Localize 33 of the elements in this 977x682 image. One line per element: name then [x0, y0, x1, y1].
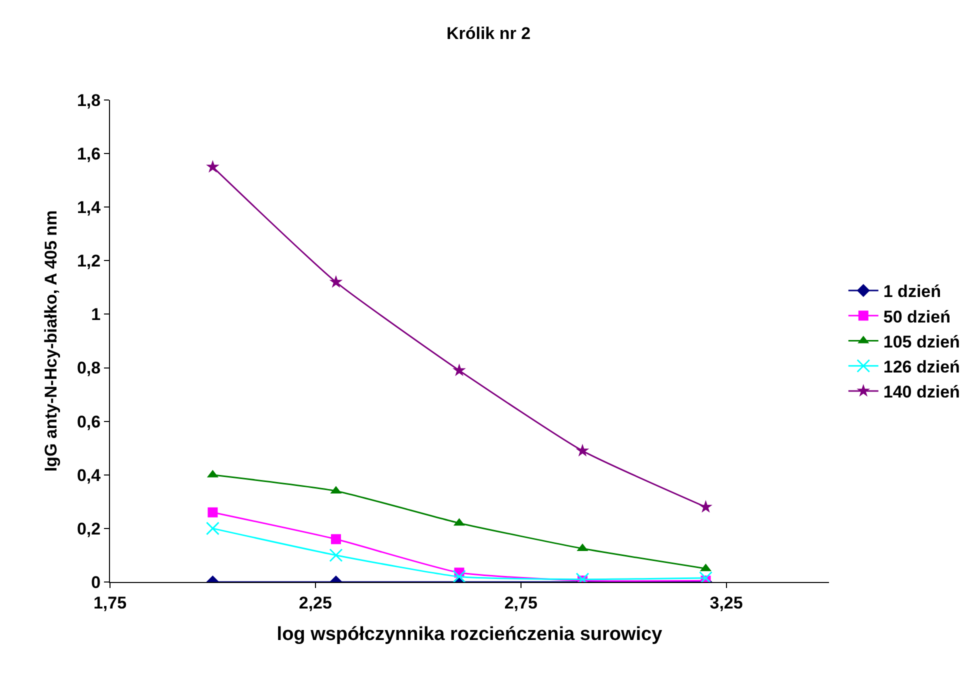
point: [452, 363, 466, 376]
legend-label: 105 dzień: [883, 332, 960, 352]
legend-label: 140 dzień: [883, 382, 960, 402]
point: [699, 500, 712, 513]
point: [206, 522, 220, 536]
point: [698, 571, 712, 582]
y-tick-label: 0,8: [76, 358, 101, 378]
point: [329, 275, 343, 288]
y-tick-label: 1,4: [76, 198, 102, 218]
point: [329, 548, 343, 562]
x-tick-label: 2,75: [504, 593, 538, 612]
point: [576, 444, 590, 456]
chart-title: Królik nr 2: [446, 24, 531, 44]
legend-label: 126 dzień: [883, 357, 960, 376]
y-tick-label: 0,2: [76, 519, 101, 538]
y-axis-title: IgG anty-N-Hcy-białko, A 405 nm: [42, 210, 61, 472]
point: [452, 570, 466, 582]
point: [206, 160, 220, 173]
x-tick-label: 2,25: [298, 593, 332, 612]
point: [330, 534, 341, 544]
x-tick-label: 3,25: [710, 593, 743, 612]
y-tick-label: 1: [91, 305, 101, 324]
legend-label: 50 dzień: [883, 307, 950, 326]
y-tick-label: 1,2: [76, 252, 101, 271]
x-tick-label: 1,75: [93, 593, 127, 612]
y-tick-label: 1,8: [76, 90, 101, 110]
y-tick-label: 0,6: [76, 412, 101, 432]
x-axis-title: log współczynnika rozcieńczenia surowicy: [276, 624, 663, 646]
y-tick-label: 1,6: [76, 144, 101, 164]
legend-label: 1 dzień: [883, 282, 942, 302]
y-tick-label: 0: [91, 572, 101, 592]
y-tick-label: 0,4: [76, 466, 102, 485]
point: [208, 507, 218, 518]
